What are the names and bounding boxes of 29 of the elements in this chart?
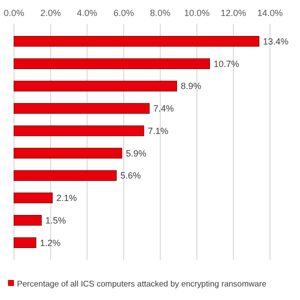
x-tick-label: 0.0% — [4, 8, 24, 18]
text: 1.5% — [45, 215, 66, 226]
text: 5.9% — [126, 148, 146, 158]
text: 2.1% — [56, 193, 77, 204]
x-tick-label: 4.0% — [76, 8, 98, 18]
bar — [14, 148, 122, 159]
x-tick-label: 6.0% — [113, 8, 134, 18]
x-tick-label: 10.0% — [184, 8, 210, 18]
x-tick-label: 14.0% — [257, 8, 283, 18]
text: 8.9% — [180, 81, 202, 92]
bar — [14, 214, 42, 226]
text: 7.4% — [153, 104, 174, 114]
x-tick-label: 2.0% — [40, 8, 61, 18]
bar — [14, 125, 144, 136]
text: 13.4% — [263, 36, 289, 46]
bar — [14, 192, 53, 204]
text: 7.1% — [148, 126, 168, 136]
text: 5.6% — [120, 170, 141, 181]
legend-label: Percentage of all ICS computers attacked by encrypting ransomware — [17, 279, 267, 288]
bar — [14, 80, 178, 92]
bar — [14, 58, 210, 70]
bar — [14, 170, 117, 181]
x-tick-label: 8.0% — [150, 8, 171, 18]
text: 10.7% — [214, 58, 240, 69]
bar — [14, 237, 36, 248]
bar — [14, 36, 260, 47]
bar — [14, 103, 150, 114]
x-tick-label: 12.0% — [220, 8, 246, 18]
text: 1.2% — [40, 238, 60, 248]
